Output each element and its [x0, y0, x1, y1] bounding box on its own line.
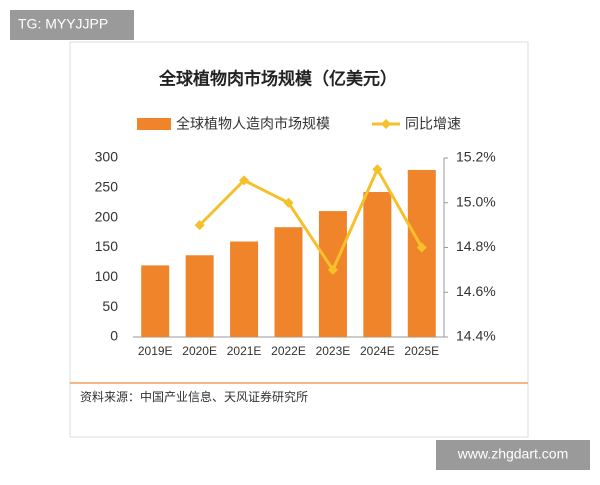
y2-tick-label: 14.8%: [456, 238, 496, 254]
y2-tick-label: 15.2%: [456, 149, 496, 165]
y-tick-label: 300: [95, 149, 119, 165]
watermark: TG: MYYJJPP: [18, 16, 108, 32]
y2-tick-label: 15.0%: [456, 193, 496, 209]
line-marker: [239, 175, 250, 186]
x-tick-label: 2019E: [138, 344, 173, 358]
y-tick-label: 150: [95, 238, 119, 254]
watermark-box: [436, 440, 590, 470]
x-tick-label: 2023E: [316, 344, 351, 358]
y-tick-label: 0: [110, 328, 118, 344]
legend-swatch: [137, 118, 171, 130]
x-tick-label: 2025E: [404, 344, 439, 358]
line-marker: [283, 197, 294, 208]
legend-label: 同比增速: [405, 116, 461, 132]
x-tick-label: 2022E: [271, 344, 306, 358]
line: [198, 165, 424, 273]
y-tick-label: 50: [102, 298, 118, 314]
x-tick-label: 2020E: [182, 344, 217, 358]
source-note: 资料来源：中国产业信息、天风证券研究所: [80, 389, 308, 404]
y2-tick-label: 14.4%: [456, 328, 496, 344]
bar: [363, 192, 392, 337]
chart-title: 全球植物肉市场规模（亿美元）: [158, 68, 397, 88]
legend-swatch: [381, 119, 391, 129]
watermark-box: [10, 10, 134, 40]
y-tick-label: 100: [95, 268, 119, 284]
line-marker: [372, 164, 383, 175]
bar: [407, 169, 436, 337]
bar: [230, 241, 259, 337]
bar: [185, 255, 214, 337]
line-marker: [416, 242, 427, 253]
bar: [274, 227, 303, 337]
legend-label: 全球植物人造肉市场规模: [176, 116, 330, 132]
x-tick-label: 2024E: [360, 344, 395, 358]
y-tick-label: 200: [95, 208, 119, 224]
bar: [141, 265, 170, 337]
line-marker: [327, 264, 338, 275]
y-tick-label: 250: [95, 179, 119, 195]
y2-tick-label: 14.6%: [456, 283, 496, 299]
x-tick-label: 2021E: [227, 344, 262, 358]
line-marker: [194, 220, 205, 231]
watermark: www.zhgdart.com: [457, 446, 568, 462]
